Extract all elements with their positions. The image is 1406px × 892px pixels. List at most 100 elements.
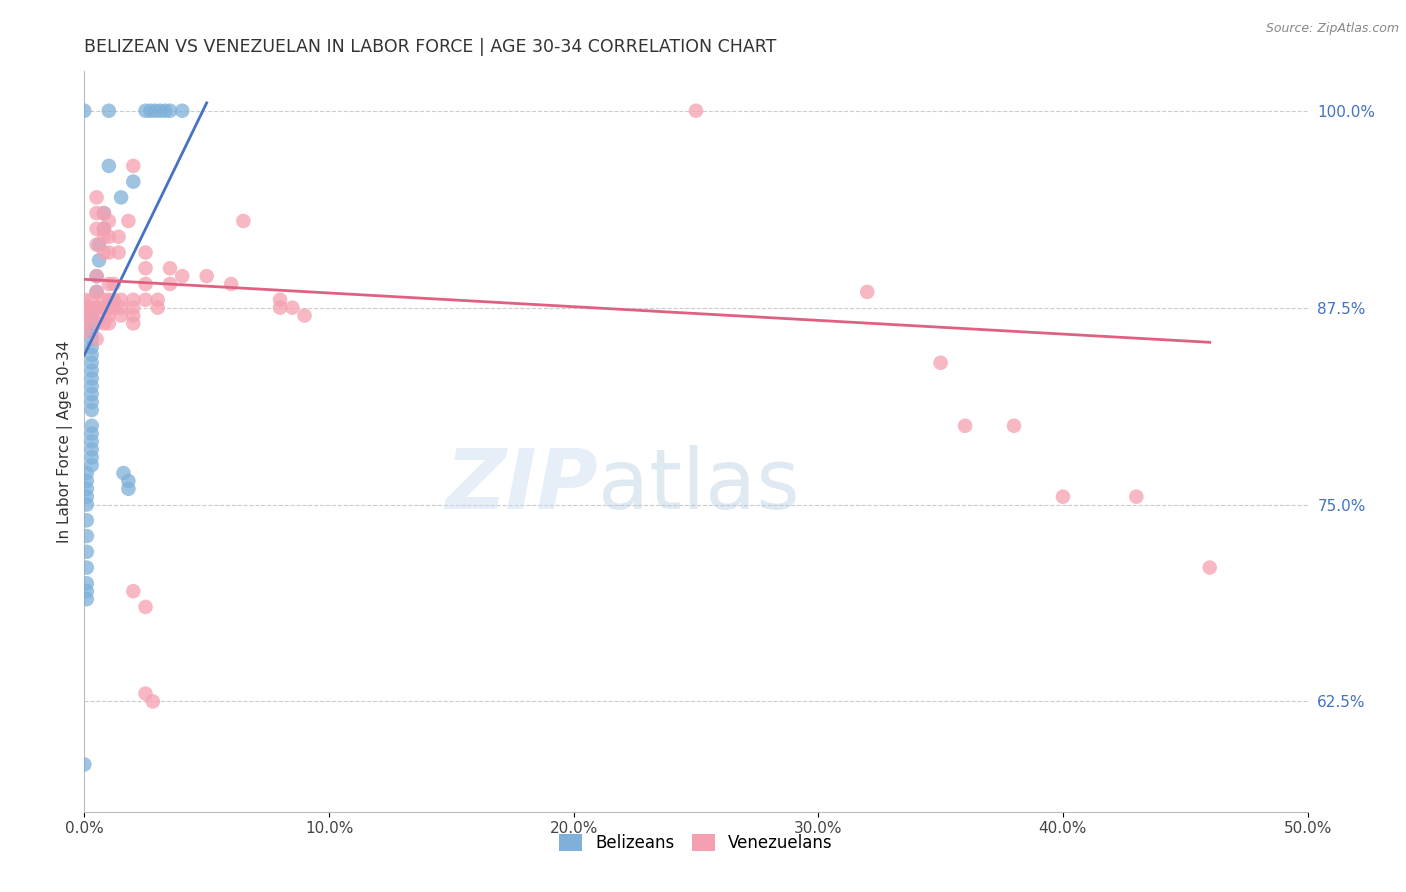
Point (93, 222, 115, 236)
Point (93, 301, 115, 315)
Point (122, 159, 145, 173)
Point (135, 245, 157, 260)
Point (80, 387, 103, 401)
Point (86, 301, 108, 315)
Point (97, 103, 120, 118)
Point (103, 301, 125, 315)
Point (93, 222, 115, 236)
Point (856, 285, 879, 299)
Point (97, 229, 120, 244)
Point (135, 103, 157, 118)
Point (80, 458, 103, 472)
Point (135, 687, 157, 701)
Point (1052, 490, 1074, 504)
Point (159, 277, 181, 291)
Point (135, 599, 157, 614)
Point (1002, 418, 1025, 433)
Point (97, 159, 120, 173)
Point (76, 474, 98, 488)
Point (80, 332, 103, 346)
Point (80, 450, 103, 465)
Point (76, 482, 98, 496)
Point (80, 348, 103, 362)
Point (107, 245, 129, 260)
Point (159, 103, 181, 118)
Point (1198, 560, 1220, 574)
Point (86, 269, 108, 284)
Point (110, 293, 132, 307)
Point (122, 301, 145, 315)
Point (97, 309, 120, 323)
Point (73, 309, 96, 323)
Point (146, 293, 169, 307)
Point (80, 442, 103, 457)
Point (76, 584, 98, 599)
Point (953, 418, 976, 433)
Point (117, 474, 139, 488)
Point (76, 545, 98, 559)
Point (232, 214, 254, 228)
Point (87, 253, 110, 268)
Point (103, 293, 125, 307)
Point (73, 301, 96, 315)
Point (110, 190, 132, 204)
Point (76, 490, 98, 504)
Point (110, 309, 132, 323)
Point (80, 403, 103, 417)
Point (97, 214, 120, 228)
Point (685, 103, 707, 118)
Point (86, 317, 108, 331)
Point (93, 309, 115, 323)
Point (80, 418, 103, 433)
Point (73, 757, 96, 772)
Point (135, 261, 157, 276)
Y-axis label: In Labor Force | Age 30-34: In Labor Force | Age 30-34 (58, 340, 73, 543)
Point (80, 379, 103, 393)
Point (86, 206, 108, 220)
Point (76, 529, 98, 543)
Legend: Belizeans, Venezuelans: Belizeans, Venezuelans (553, 828, 839, 859)
Point (86, 332, 108, 346)
Point (146, 301, 169, 315)
Point (76, 513, 98, 527)
Point (93, 229, 115, 244)
Point (97, 293, 120, 307)
Point (159, 261, 181, 276)
Point (86, 190, 108, 204)
Point (80, 364, 103, 378)
Text: BELIZEAN VS VENEZUELAN IN LABOR FORCE | AGE 30-34 CORRELATION CHART: BELIZEAN VS VENEZUELAN IN LABOR FORCE | … (84, 38, 776, 56)
Point (97, 277, 120, 291)
Point (135, 277, 157, 291)
Point (80, 340, 103, 354)
Point (143, 103, 166, 118)
Point (142, 694, 165, 708)
Point (149, 103, 172, 118)
Point (122, 317, 145, 331)
Point (76, 592, 98, 607)
Point (80, 309, 103, 323)
Point (93, 317, 115, 331)
Point (73, 293, 96, 307)
Point (93, 245, 115, 260)
Point (76, 576, 98, 591)
Point (122, 309, 145, 323)
Point (269, 301, 291, 315)
Point (86, 222, 108, 236)
Point (86, 237, 108, 252)
Point (73, 317, 96, 331)
Text: ZIP: ZIP (446, 445, 598, 526)
Point (97, 301, 120, 315)
Point (80, 371, 103, 385)
Point (122, 584, 145, 599)
Point (135, 293, 157, 307)
Point (269, 293, 291, 307)
Point (294, 309, 316, 323)
Point (122, 175, 145, 189)
Point (73, 324, 96, 338)
Point (110, 301, 132, 315)
Point (107, 229, 129, 244)
Point (97, 317, 120, 331)
Point (80, 293, 103, 307)
Point (86, 285, 108, 299)
Point (219, 277, 242, 291)
